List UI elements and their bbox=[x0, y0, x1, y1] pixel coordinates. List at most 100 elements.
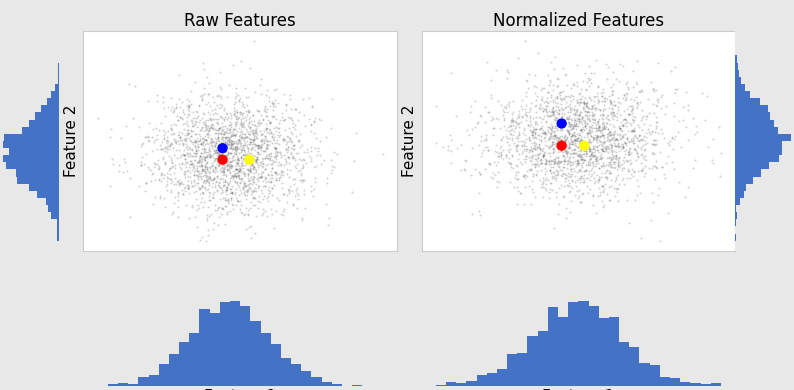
Point bbox=[518, 146, 530, 152]
Point bbox=[479, 166, 491, 172]
Point bbox=[203, 197, 216, 203]
Point bbox=[544, 164, 557, 170]
Point bbox=[162, 104, 175, 110]
Point bbox=[175, 115, 188, 122]
Point bbox=[507, 98, 519, 105]
Point bbox=[511, 176, 523, 182]
Point bbox=[243, 114, 256, 121]
Point bbox=[190, 151, 202, 157]
Point bbox=[519, 148, 532, 154]
Point bbox=[574, 153, 587, 159]
Point bbox=[559, 178, 572, 184]
Point bbox=[524, 166, 537, 172]
Point bbox=[588, 101, 600, 108]
Point bbox=[595, 163, 607, 169]
Point bbox=[584, 153, 596, 160]
Point bbox=[445, 148, 457, 154]
Point bbox=[223, 207, 236, 214]
Point bbox=[173, 131, 186, 138]
Point bbox=[191, 137, 204, 144]
Point bbox=[619, 151, 632, 157]
Point bbox=[183, 164, 195, 170]
Point bbox=[590, 128, 603, 134]
Point bbox=[252, 175, 264, 181]
Point bbox=[600, 115, 613, 121]
Point bbox=[155, 145, 168, 152]
Point bbox=[546, 135, 559, 142]
Point bbox=[268, 97, 281, 103]
Point bbox=[567, 131, 580, 138]
Point bbox=[623, 120, 636, 126]
Point bbox=[545, 92, 557, 98]
Point bbox=[251, 154, 264, 160]
Point bbox=[203, 103, 216, 109]
Point bbox=[611, 185, 624, 191]
Point bbox=[555, 101, 568, 107]
Point bbox=[195, 167, 208, 173]
Point bbox=[506, 135, 518, 142]
Point bbox=[168, 130, 180, 136]
Point bbox=[165, 157, 178, 163]
Point bbox=[113, 168, 125, 174]
Point bbox=[620, 140, 633, 146]
Point bbox=[638, 133, 650, 139]
Point bbox=[480, 132, 492, 138]
Point bbox=[565, 98, 577, 105]
Point bbox=[225, 142, 238, 148]
Point bbox=[188, 79, 201, 85]
Bar bbox=[10, 148, 59, 155]
Point bbox=[558, 142, 571, 148]
Point bbox=[210, 147, 222, 153]
Point bbox=[212, 142, 225, 148]
Point bbox=[527, 126, 540, 133]
Point bbox=[176, 160, 189, 166]
Point bbox=[564, 154, 576, 160]
Point bbox=[309, 175, 322, 181]
Point bbox=[241, 102, 253, 108]
Point bbox=[598, 201, 611, 207]
Point bbox=[251, 171, 264, 177]
Point bbox=[532, 144, 545, 151]
Point bbox=[202, 232, 214, 238]
Point bbox=[247, 137, 260, 143]
Point bbox=[216, 183, 229, 189]
Point bbox=[626, 166, 638, 172]
Point bbox=[568, 122, 580, 128]
Point bbox=[269, 145, 282, 151]
Bar bbox=[670, 378, 680, 386]
Point bbox=[507, 165, 519, 171]
Point bbox=[256, 136, 269, 142]
Bar bbox=[58, 62, 59, 70]
Point bbox=[259, 105, 272, 112]
Point bbox=[234, 135, 247, 141]
Point bbox=[195, 149, 207, 156]
Point bbox=[235, 122, 248, 128]
Point bbox=[211, 175, 224, 181]
Point bbox=[225, 136, 237, 143]
Point bbox=[271, 195, 283, 202]
Bar bbox=[507, 354, 517, 386]
Point bbox=[149, 137, 162, 143]
Point bbox=[249, 169, 262, 175]
Point bbox=[175, 166, 187, 172]
Point bbox=[649, 128, 661, 135]
Point bbox=[626, 68, 639, 74]
Point bbox=[526, 152, 539, 159]
Point bbox=[181, 158, 194, 165]
Point bbox=[182, 127, 195, 133]
Point bbox=[229, 113, 242, 119]
Point bbox=[550, 134, 563, 140]
Point bbox=[214, 129, 226, 136]
Point bbox=[255, 171, 268, 177]
Point bbox=[246, 156, 259, 162]
Point bbox=[227, 172, 240, 178]
Point bbox=[176, 151, 189, 157]
Point bbox=[573, 166, 586, 172]
Point bbox=[641, 140, 653, 146]
Point bbox=[190, 138, 202, 144]
Point bbox=[608, 102, 621, 108]
Point bbox=[583, 128, 596, 134]
Point bbox=[577, 99, 590, 106]
Point bbox=[563, 121, 576, 127]
Point bbox=[229, 131, 242, 138]
